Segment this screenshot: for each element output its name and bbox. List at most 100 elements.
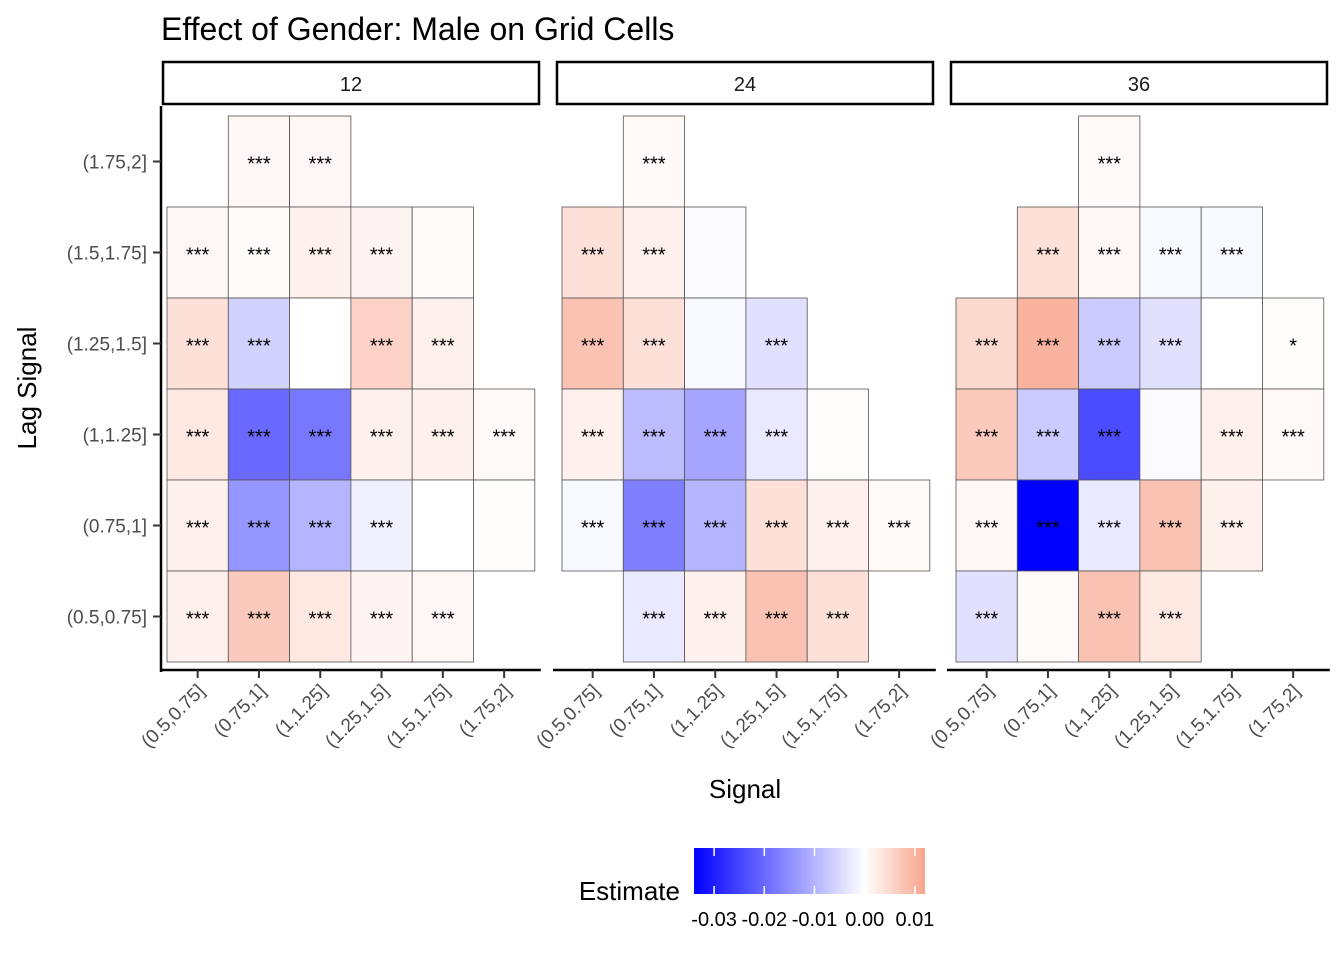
heatmap-cell <box>411 206 474 299</box>
facet-strip-label: 24 <box>734 74 756 96</box>
facet-strip <box>949 60 1329 106</box>
x-tick-label: (0.5,0.75] <box>927 681 999 753</box>
legend-tick-label: 0.01 <box>895 909 934 931</box>
heatmap-cell <box>289 206 352 299</box>
significance-label: *** <box>247 518 271 540</box>
heatmap-cell <box>1078 115 1141 208</box>
significance-label: *** <box>1220 518 1244 540</box>
significance-label: *** <box>975 609 999 631</box>
heatmap-cell <box>350 570 413 663</box>
x-tick-label: (1.25,1.5] <box>716 681 788 753</box>
significance-label: *** <box>975 427 999 449</box>
chart-title: Effect of Gender: Male on Grid Cells <box>161 11 674 47</box>
facet-panels: 12*** ****** *** *** ****** *** *** ****** *** **… <box>161 60 1329 663</box>
x-tick-label: (1.5,1.75] <box>1172 681 1244 753</box>
significance-label: *** <box>1220 427 1244 449</box>
significance-label: *** <box>186 336 210 358</box>
significance-label: * <box>1289 336 1297 358</box>
significance-label: *** <box>1036 245 1060 267</box>
facet-panel-12: 12 *** *** *** *** *** *** *** *** *** *** *** *** **… <box>161 60 541 663</box>
heatmap-cell <box>955 297 1018 390</box>
legend-tick-label: -0.03 <box>691 909 737 931</box>
significance-label: *** <box>642 427 666 449</box>
heatmap-cell <box>868 479 931 572</box>
heatmap-cell <box>411 388 474 481</box>
x-tick-label: (0.5,0.75] <box>533 681 605 753</box>
significance-label: *** <box>247 427 271 449</box>
color-legend: Estimate -0.03 -0.02 -0.01 0.00 0.01 <box>579 848 934 931</box>
significance-label: *** <box>309 427 333 449</box>
facet-panel-24: 24 *** *** *** *** *** *** *** *** *** *** *** *** **… <box>555 60 935 663</box>
x-tick-label: (1.5,1.75] <box>383 681 455 753</box>
facet-panel-36: 36****** *** *** ****** *** *** *** **** *** *** *… <box>949 60 1329 663</box>
significance-label: *** <box>1036 427 1060 449</box>
significance-label: *** <box>247 609 271 631</box>
x-tick-label: (1,1.25] <box>666 681 726 741</box>
significance-label: *** <box>1220 245 1244 267</box>
heatmap-cell <box>561 479 624 572</box>
heatmap-cell <box>684 570 747 663</box>
legend-tick-label: -0.01 <box>792 909 838 931</box>
heatmap-cell <box>473 388 536 481</box>
y-axis-title: Lag Signal <box>12 327 42 450</box>
legend-tick-label: -0.02 <box>742 909 788 931</box>
facet-strip-label: 12 <box>340 74 362 96</box>
heatmap-cell <box>955 388 1018 481</box>
heatmap-cell <box>745 570 808 663</box>
significance-label: *** <box>581 245 605 267</box>
y-tick-label: (0.5,0.75] <box>67 608 147 629</box>
heatmap-cell <box>1139 479 1202 572</box>
heatmap-cell <box>745 297 808 390</box>
heatmap-cell <box>622 115 685 208</box>
significance-label: *** <box>1098 336 1122 358</box>
significance-label: *** <box>581 427 605 449</box>
significance-label: *** <box>765 427 789 449</box>
heatmap-cell <box>1078 479 1141 572</box>
significance-label: *** <box>1098 245 1122 267</box>
heatmap-cell <box>1078 570 1141 663</box>
heatmap-cell <box>289 479 352 572</box>
heatmap-cell <box>227 115 291 208</box>
x-tick-label: (1.75,2] <box>455 681 515 741</box>
heatmap-cell <box>166 297 229 390</box>
significance-label: *** <box>704 427 728 449</box>
heatmap-cell <box>1016 570 1079 663</box>
heatmap-cell <box>1200 206 1263 299</box>
significance-label: *** <box>1159 518 1183 540</box>
heatmap-cell <box>1078 388 1141 481</box>
heatmap-cell <box>806 388 869 481</box>
significance-label: *** <box>370 336 394 358</box>
heatmap-cell <box>411 297 474 390</box>
significance-label: *** <box>370 427 394 449</box>
heatmap-cell <box>1200 297 1263 390</box>
significance-label: *** <box>186 609 210 631</box>
significance-label: *** <box>431 336 455 358</box>
x-tick-label: (1.5,1.75] <box>778 681 850 753</box>
legend-title: Estimate <box>579 876 680 906</box>
significance-label: *** <box>765 518 789 540</box>
legend-tick-label: 0.00 <box>845 909 884 931</box>
significance-label: *** <box>642 336 666 358</box>
significance-label: *** <box>1036 336 1060 358</box>
significance-label: *** <box>431 609 455 631</box>
significance-label: *** <box>887 518 911 540</box>
x-tick-label: (1.75,2] <box>850 681 910 741</box>
x-tick-label: (1,1.25] <box>1060 681 1120 741</box>
significance-label: *** <box>186 518 210 540</box>
significance-label: *** <box>642 245 666 267</box>
heatmap-cell <box>806 570 869 663</box>
significance-label: *** <box>826 609 850 631</box>
heatmap-cell <box>622 479 685 572</box>
y-tick-label: (1,1.25] <box>83 426 147 447</box>
x-tick-label: (0.75,1] <box>999 681 1059 741</box>
heatmap-cell <box>166 479 229 572</box>
significance-label: *** <box>370 609 394 631</box>
heatmap-cell <box>1200 479 1263 572</box>
significance-label: *** <box>1159 336 1183 358</box>
significance-label: *** <box>1098 518 1122 540</box>
x-tick-label: (1.25,1.5] <box>1110 681 1182 753</box>
significance-label: *** <box>186 245 210 267</box>
legend-ticks: -0.03 -0.02 -0.01 0.00 0.01 <box>691 848 934 931</box>
heatmap-cell <box>1016 297 1079 390</box>
